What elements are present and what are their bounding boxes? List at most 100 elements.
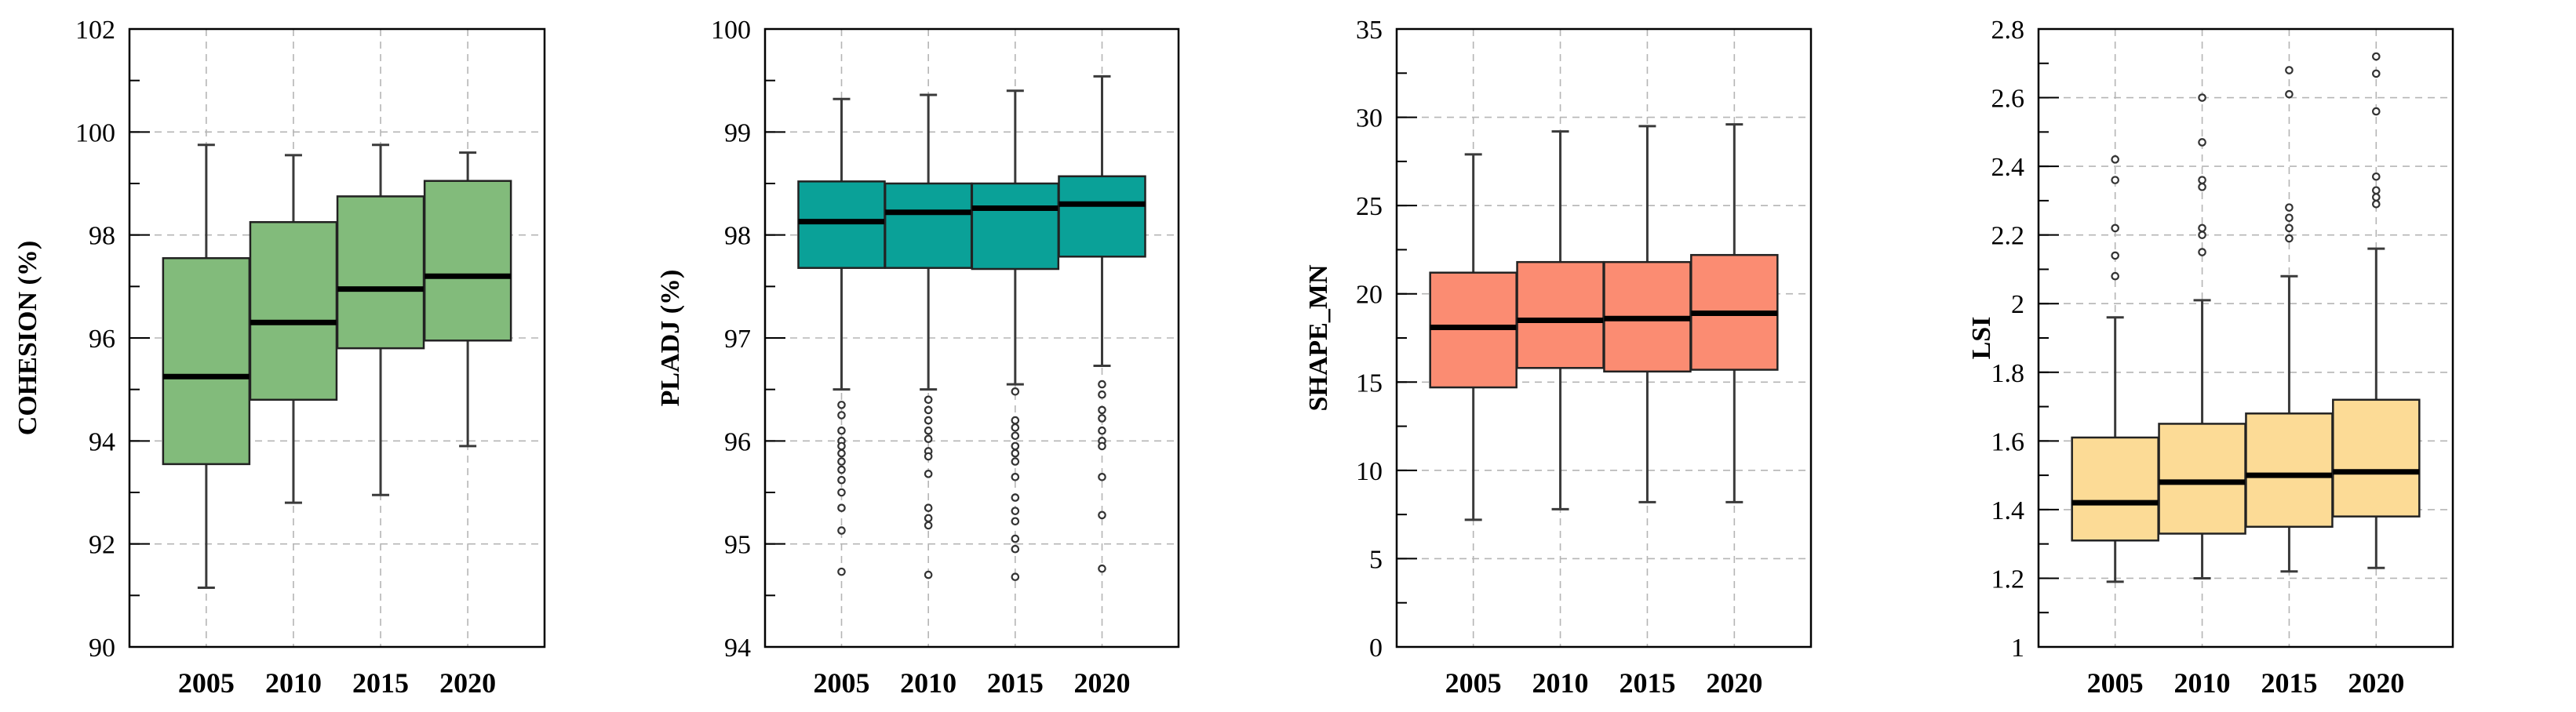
outlier-point [837,567,846,576]
box-iqr [336,195,425,350]
outlier-point [2111,223,2119,233]
outlier-point [2198,176,2206,184]
outlier-point [2111,155,2119,164]
outlier-point [1011,431,1020,441]
y-tick-label: 20 [1356,281,1383,310]
y-tick-label: 2.4 [1991,153,2025,182]
outlier-point [924,503,933,512]
box-iqr [1058,175,1146,258]
y-tick-label: 100 [711,16,751,45]
outlier-point [837,411,846,420]
x-category-label: 2010 [265,667,322,699]
chart-panel-4: 1 1.2 1.4 1.6 1.8 2 2.2 2.4 2.6 2.8 2005 2010 2015 20… [1967,16,2454,699]
outlier-point [2372,172,2381,181]
y-tick-label: 98 [724,222,751,251]
x-category-label: 2015 [352,667,409,699]
outlier-point [924,570,933,579]
chart-panel-3: 0 5 10 15 20 25 30 35 2005 2010 2015 2020 SHAPE_MN [1304,16,1813,699]
y-tick-label: 96 [89,325,115,354]
outlier-point [837,449,846,458]
outlier-point [2111,176,2119,184]
y-tick-label: 1.8 [1991,359,2025,388]
outlier-point [2198,248,2206,256]
outlier-point [2285,66,2294,74]
outlier-point [2198,223,2206,233]
outlier-point [924,470,933,478]
y-tick-label: 25 [1356,192,1383,221]
box-2020 [1690,123,1779,503]
outlier-point [837,488,846,497]
y-axis-title: COHESION (%) [13,241,42,435]
box-2005 [1429,153,1518,521]
outlier-point [1011,449,1020,458]
outlier-point [2111,271,2119,281]
outlier-point [1011,423,1020,432]
x-category-label: 2010 [2174,667,2231,699]
y-tick-label: 99 [724,118,751,147]
outlier-point [1098,564,1106,573]
y-tick-label: 30 [1356,104,1383,133]
outlier-point [924,416,933,425]
outlier-point [924,434,933,444]
box-2010 [884,93,973,579]
box-iqr [797,180,886,269]
y-tick-label: 0 [1369,634,1383,663]
outlier-point [1098,472,1106,481]
y-axis-title: SHAPE_MN [1304,264,1333,411]
outlier-point [2285,234,2294,243]
outlier-point [924,405,933,415]
box-iqr [884,182,973,269]
outlier-point [837,465,846,474]
outlier-point [1098,414,1106,423]
y-tick-label: 96 [724,427,751,456]
outlier-point [1011,416,1020,425]
box-2010 [2158,93,2246,579]
outlier-point [1098,405,1106,415]
box-2020 [1058,74,1146,573]
box-iqr [249,221,338,401]
outlier-point [837,426,846,435]
x-category-label: 2020 [1074,667,1131,699]
outlier-point [837,441,846,451]
box-iqr [1516,260,1605,369]
outlier-point [837,401,846,409]
outlier-point [1098,426,1106,435]
plot-frame [128,27,546,648]
box-iqr [423,180,512,342]
y-tick-label: 1.4 [1991,496,2025,525]
outlier-point [924,426,933,435]
outlier-point [2285,213,2294,223]
outlier-point [1098,510,1106,520]
outlier-point [2285,203,2294,212]
outlier-point [1011,507,1020,515]
y-tick-label: 95 [724,531,751,560]
x-category-label: 2010 [1532,667,1589,699]
y-axis-title: PLADJ (%) [656,270,685,407]
y-tick-label: 35 [1356,16,1383,45]
outlier-point [837,503,846,512]
outlier-point [2372,199,2381,209]
y-tick-label: 90 [89,634,115,663]
x-category-label: 2015 [1619,667,1675,699]
x-category-label: 2020 [2348,667,2404,699]
plot-frame [2037,27,2454,648]
plot-frame [763,27,1180,648]
outlier-point [2198,138,2206,147]
outlier-point [2198,183,2206,191]
box-2015 [2245,66,2334,573]
y-tick-label: 102 [75,16,115,45]
outlier-point [924,452,933,461]
box-iqr [162,256,251,466]
box-2015 [971,89,1060,581]
y-tick-label: 2 [2011,290,2024,319]
y-tick-label: 100 [75,118,115,147]
box-2010 [1516,130,1605,510]
y-tick-label: 94 [724,634,751,663]
box-2015 [1603,125,1692,503]
outlier-point [837,457,846,466]
x-category-label: 2015 [2261,667,2317,699]
outlier-point [2372,193,2381,202]
outlier-point [924,521,933,530]
box-iqr [2245,412,2334,529]
